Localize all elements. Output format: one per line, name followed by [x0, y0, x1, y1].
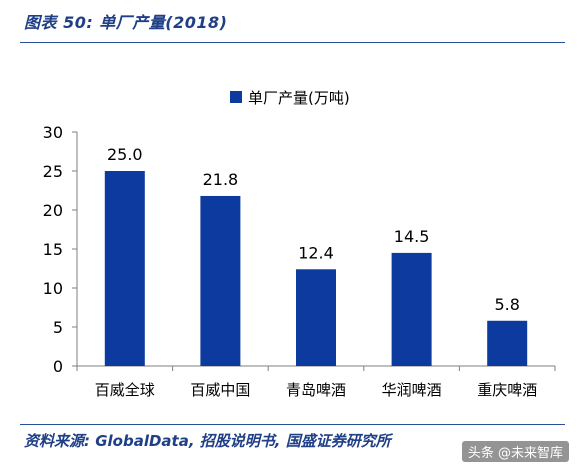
source-divider — [20, 424, 565, 425]
x-category-label: 青岛啤酒 — [286, 381, 346, 399]
bar-1 — [104, 171, 145, 366]
figure-title: 图表 50: 单厂产量(2018) — [24, 13, 228, 32]
x-category-label: 百威中国 — [190, 381, 250, 399]
y-tick-label: 15 — [43, 240, 63, 259]
y-tick-label: 20 — [43, 201, 63, 220]
legend-swatch — [230, 91, 242, 103]
y-tick-label: 10 — [43, 279, 63, 298]
legend-label: 单厂产量(万吨) — [248, 89, 350, 107]
x-category-label: 重庆啤酒 — [477, 381, 537, 399]
y-tick-label: 30 — [43, 123, 63, 142]
data-label: 14.5 — [394, 227, 430, 246]
y-tick-label: 25 — [43, 162, 63, 181]
bar-3 — [296, 269, 336, 366]
x-category-label: 百威全球 — [95, 381, 155, 399]
y-tick-label: 5 — [53, 318, 63, 337]
data-label: 21.8 — [203, 170, 239, 189]
bar-4 — [391, 252, 432, 366]
title-divider — [20, 42, 565, 43]
x-category-label: 华润啤酒 — [382, 381, 442, 399]
bar-5 — [487, 320, 528, 366]
data-label: 5.8 — [494, 295, 519, 314]
watermark: 头条 @未来智库 — [461, 441, 569, 462]
bar-2 — [200, 195, 241, 366]
data-label: 12.4 — [298, 243, 334, 262]
data-label: 25.0 — [107, 145, 143, 164]
source-note: 资料来源: GlobalData, 招股说明书, 国盛证券研究所 — [24, 432, 391, 450]
y-tick-label: 0 — [53, 357, 63, 376]
